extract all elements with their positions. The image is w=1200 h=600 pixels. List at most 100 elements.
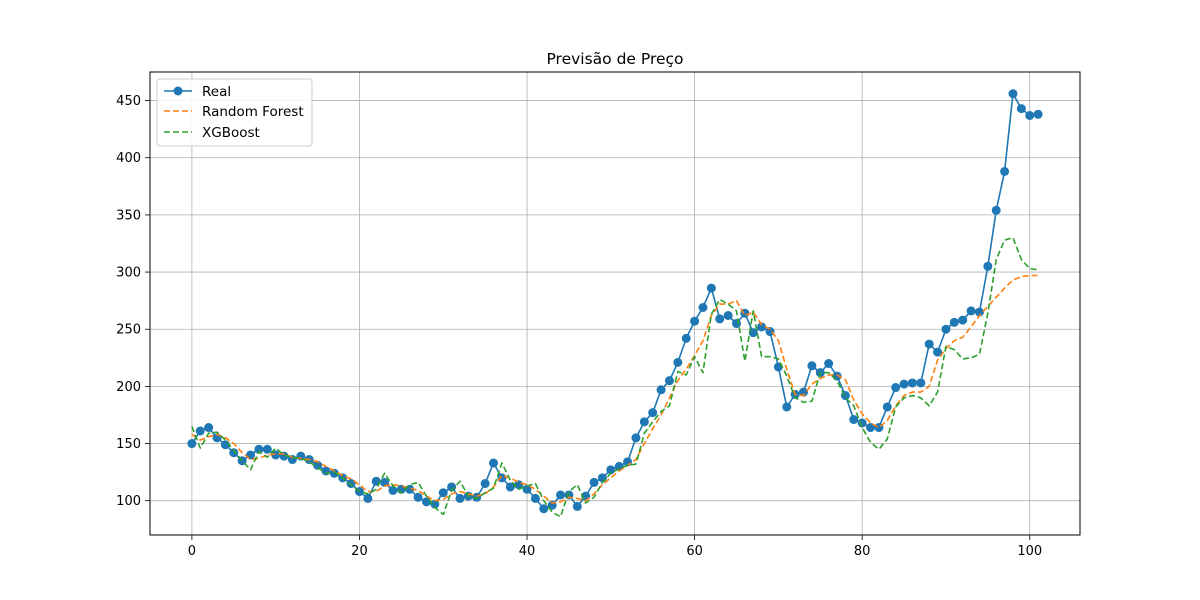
y-tick-label: 400 <box>116 151 141 166</box>
legend-entry-random-forest: Random Forest <box>164 104 304 120</box>
series-line-xgboost <box>191 236 1039 518</box>
x-axis: 0 20 40 60 80 100 <box>188 535 1042 559</box>
y-tick-label: 250 <box>116 323 141 338</box>
data-point-real <box>899 379 909 389</box>
data-point-real <box>673 357 683 367</box>
data-point-real <box>195 426 205 436</box>
x-tick-label: 60 <box>686 544 703 559</box>
y-tick-label: 450 <box>116 94 141 109</box>
y-tick-label: 100 <box>116 494 141 509</box>
data-point-real <box>966 306 976 316</box>
data-point-real <box>765 327 775 337</box>
data-point-real <box>522 484 532 494</box>
x-tick-label: 0 <box>188 544 196 559</box>
data-point-real <box>907 378 917 388</box>
data-point-real <box>631 433 641 443</box>
data-point-real <box>321 466 331 476</box>
x-tick-label: 100 <box>1017 544 1042 559</box>
data-point-real <box>505 482 515 492</box>
data-point-real <box>639 417 649 427</box>
data-point-real <box>455 493 465 503</box>
y-axis: 100 150 200 250 300 350 400 450 <box>116 94 150 509</box>
data-point-real <box>606 465 616 475</box>
data-point-real <box>1008 89 1018 99</box>
data-point-real <box>204 423 214 433</box>
data-point-real <box>924 339 934 349</box>
data-point-real <box>1016 104 1026 114</box>
data-point-real <box>916 378 926 388</box>
data-point-real <box>447 482 457 492</box>
data-point-real <box>1000 166 1010 176</box>
data-point-real <box>656 385 666 395</box>
y-tick-label: 350 <box>116 208 141 223</box>
series-layer <box>187 89 1043 518</box>
data-point-real <box>891 383 901 393</box>
plot-frame <box>149 71 1081 536</box>
chart-title: Previsão de Preço <box>546 50 683 68</box>
data-point-real <box>329 468 339 478</box>
y-tick-label: 200 <box>116 380 141 395</box>
data-point-real <box>187 439 197 449</box>
data-point-real <box>664 376 674 386</box>
data-point-real <box>572 501 582 511</box>
data-point-real <box>949 317 959 327</box>
data-point-real <box>807 361 817 371</box>
data-point-real <box>254 444 264 454</box>
data-point-real <box>480 479 490 489</box>
data-point-real <box>882 402 892 412</box>
data-point-real <box>757 322 767 332</box>
y-tick-label: 150 <box>116 437 141 452</box>
data-point-real <box>229 448 239 458</box>
data-point-real <box>246 450 256 460</box>
data-point-real <box>857 418 867 428</box>
data-point-real <box>933 347 943 357</box>
data-point-real <box>413 492 423 502</box>
data-point-real <box>690 316 700 326</box>
data-point-real <box>539 504 549 514</box>
legend-label-real: Real <box>202 84 231 100</box>
data-point-real <box>983 261 993 271</box>
data-point-real <box>958 315 968 325</box>
legend-label-random-forest: Random Forest <box>202 104 304 120</box>
y-tick-label: 300 <box>116 266 141 281</box>
data-point-real <box>271 450 281 460</box>
data-point-real <box>941 324 951 334</box>
legend-entry-real: Real <box>164 84 231 100</box>
data-point-real <box>1033 109 1043 119</box>
data-point-real <box>530 493 540 503</box>
series-line-random-forest <box>191 274 1039 504</box>
data-point-real <box>388 485 398 495</box>
data-point-real <box>849 415 859 425</box>
data-point-real <box>438 488 448 498</box>
x-tick-label: 20 <box>351 544 368 559</box>
data-point-real <box>698 303 708 312</box>
data-point-real <box>866 423 876 433</box>
data-point-real <box>782 402 792 412</box>
data-point-real <box>489 458 499 468</box>
data-point-real <box>1025 110 1035 120</box>
legend-marker-real <box>173 86 183 96</box>
data-point-real <box>723 311 733 320</box>
data-point-real <box>991 205 1001 215</box>
data-point-real <box>706 283 716 293</box>
data-point-real <box>799 387 809 397</box>
data-point-real <box>497 473 507 483</box>
data-point-real <box>715 314 725 324</box>
grid-lines <box>150 72 1080 535</box>
legend: Real Random Forest XGBoost <box>156 78 313 147</box>
legend-label-xgboost: XGBoost <box>202 125 260 141</box>
data-point-real <box>380 477 390 487</box>
x-tick-label: 40 <box>519 544 536 559</box>
data-point-real <box>313 460 323 470</box>
data-point-real <box>556 490 566 500</box>
data-point-real <box>681 333 691 343</box>
data-point-real <box>363 493 373 503</box>
data-point-real <box>262 444 272 454</box>
data-point-real <box>748 328 758 338</box>
legend-box <box>156 78 313 147</box>
data-point-real <box>589 477 599 487</box>
x-tick-label: 80 <box>854 544 871 559</box>
data-point-real <box>824 359 834 369</box>
data-point-real <box>648 408 658 418</box>
